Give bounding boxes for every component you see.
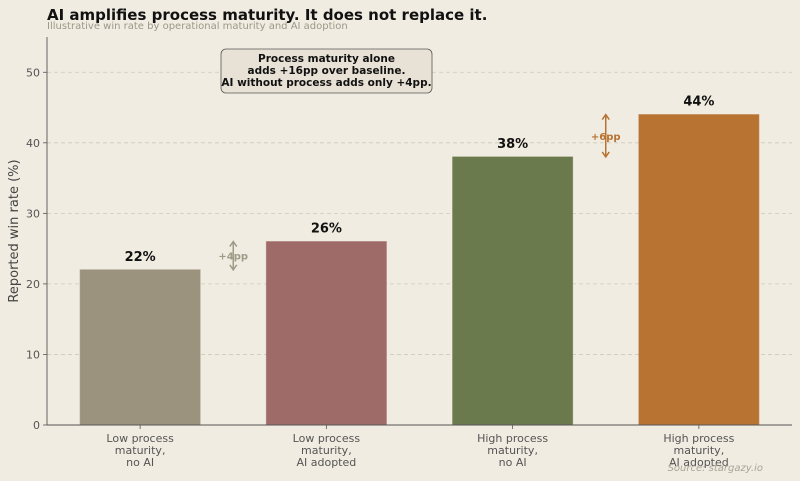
- y-axis-label: Reported win rate (%): [7, 159, 22, 302]
- x-tick-label: High process maturity, AI adopted: [663, 432, 734, 469]
- chart-subtitle: Illustrative win rate by operational mat…: [47, 21, 348, 32]
- bar: [452, 156, 574, 426]
- y-tick-label: 50: [26, 66, 40, 79]
- x-tick-label: High process maturity, no AI: [477, 432, 548, 469]
- annotation-line-1: Process maturity alone: [258, 53, 395, 65]
- bar: [638, 114, 760, 426]
- y-ticks: 0 10 20 30 40 50: [26, 66, 47, 432]
- x-ticks: Low process maturity, no AI Low process matu…: [106, 425, 735, 469]
- annotation-line-2: adds +16pp over baseline.: [248, 65, 406, 77]
- annotation-line-3: AI without process adds only +4pp.: [221, 77, 431, 89]
- y-tick-label: 0: [33, 419, 40, 432]
- delta-label: +4pp: [218, 252, 248, 263]
- y-tick-label: 40: [26, 137, 40, 150]
- bars: [79, 114, 760, 426]
- bar: [265, 241, 387, 426]
- delta-label: +6pp: [591, 132, 621, 143]
- x-tick-label: Low process maturity, AI adopted: [293, 432, 361, 469]
- data-label: 38%: [497, 137, 528, 152]
- y-tick-label: 10: [26, 348, 40, 361]
- delta-annotations: +4pp +6pp: [218, 113, 621, 272]
- axes: [46, 37, 792, 426]
- chart-title: AI amplifies process maturity. It does n…: [47, 6, 487, 24]
- data-labels: 22% 26% 38% 44%: [125, 95, 715, 265]
- data-label: 44%: [683, 95, 714, 110]
- y-tick-label: 30: [26, 207, 40, 220]
- delta-arrow: [601, 113, 610, 159]
- source-note: Source: stargazy.io: [668, 463, 763, 474]
- bar: [79, 269, 201, 426]
- data-label: 22%: [125, 250, 156, 265]
- annotation-box-frame: [220, 48, 433, 94]
- y-tick-label: 20: [26, 278, 40, 291]
- x-tick-label: Low process maturity, no AI: [106, 432, 174, 469]
- data-label: 26%: [311, 222, 342, 237]
- annotation-box: Process maturity alone adds +16pp over b…: [220, 48, 433, 94]
- delta-arrow: [229, 240, 238, 272]
